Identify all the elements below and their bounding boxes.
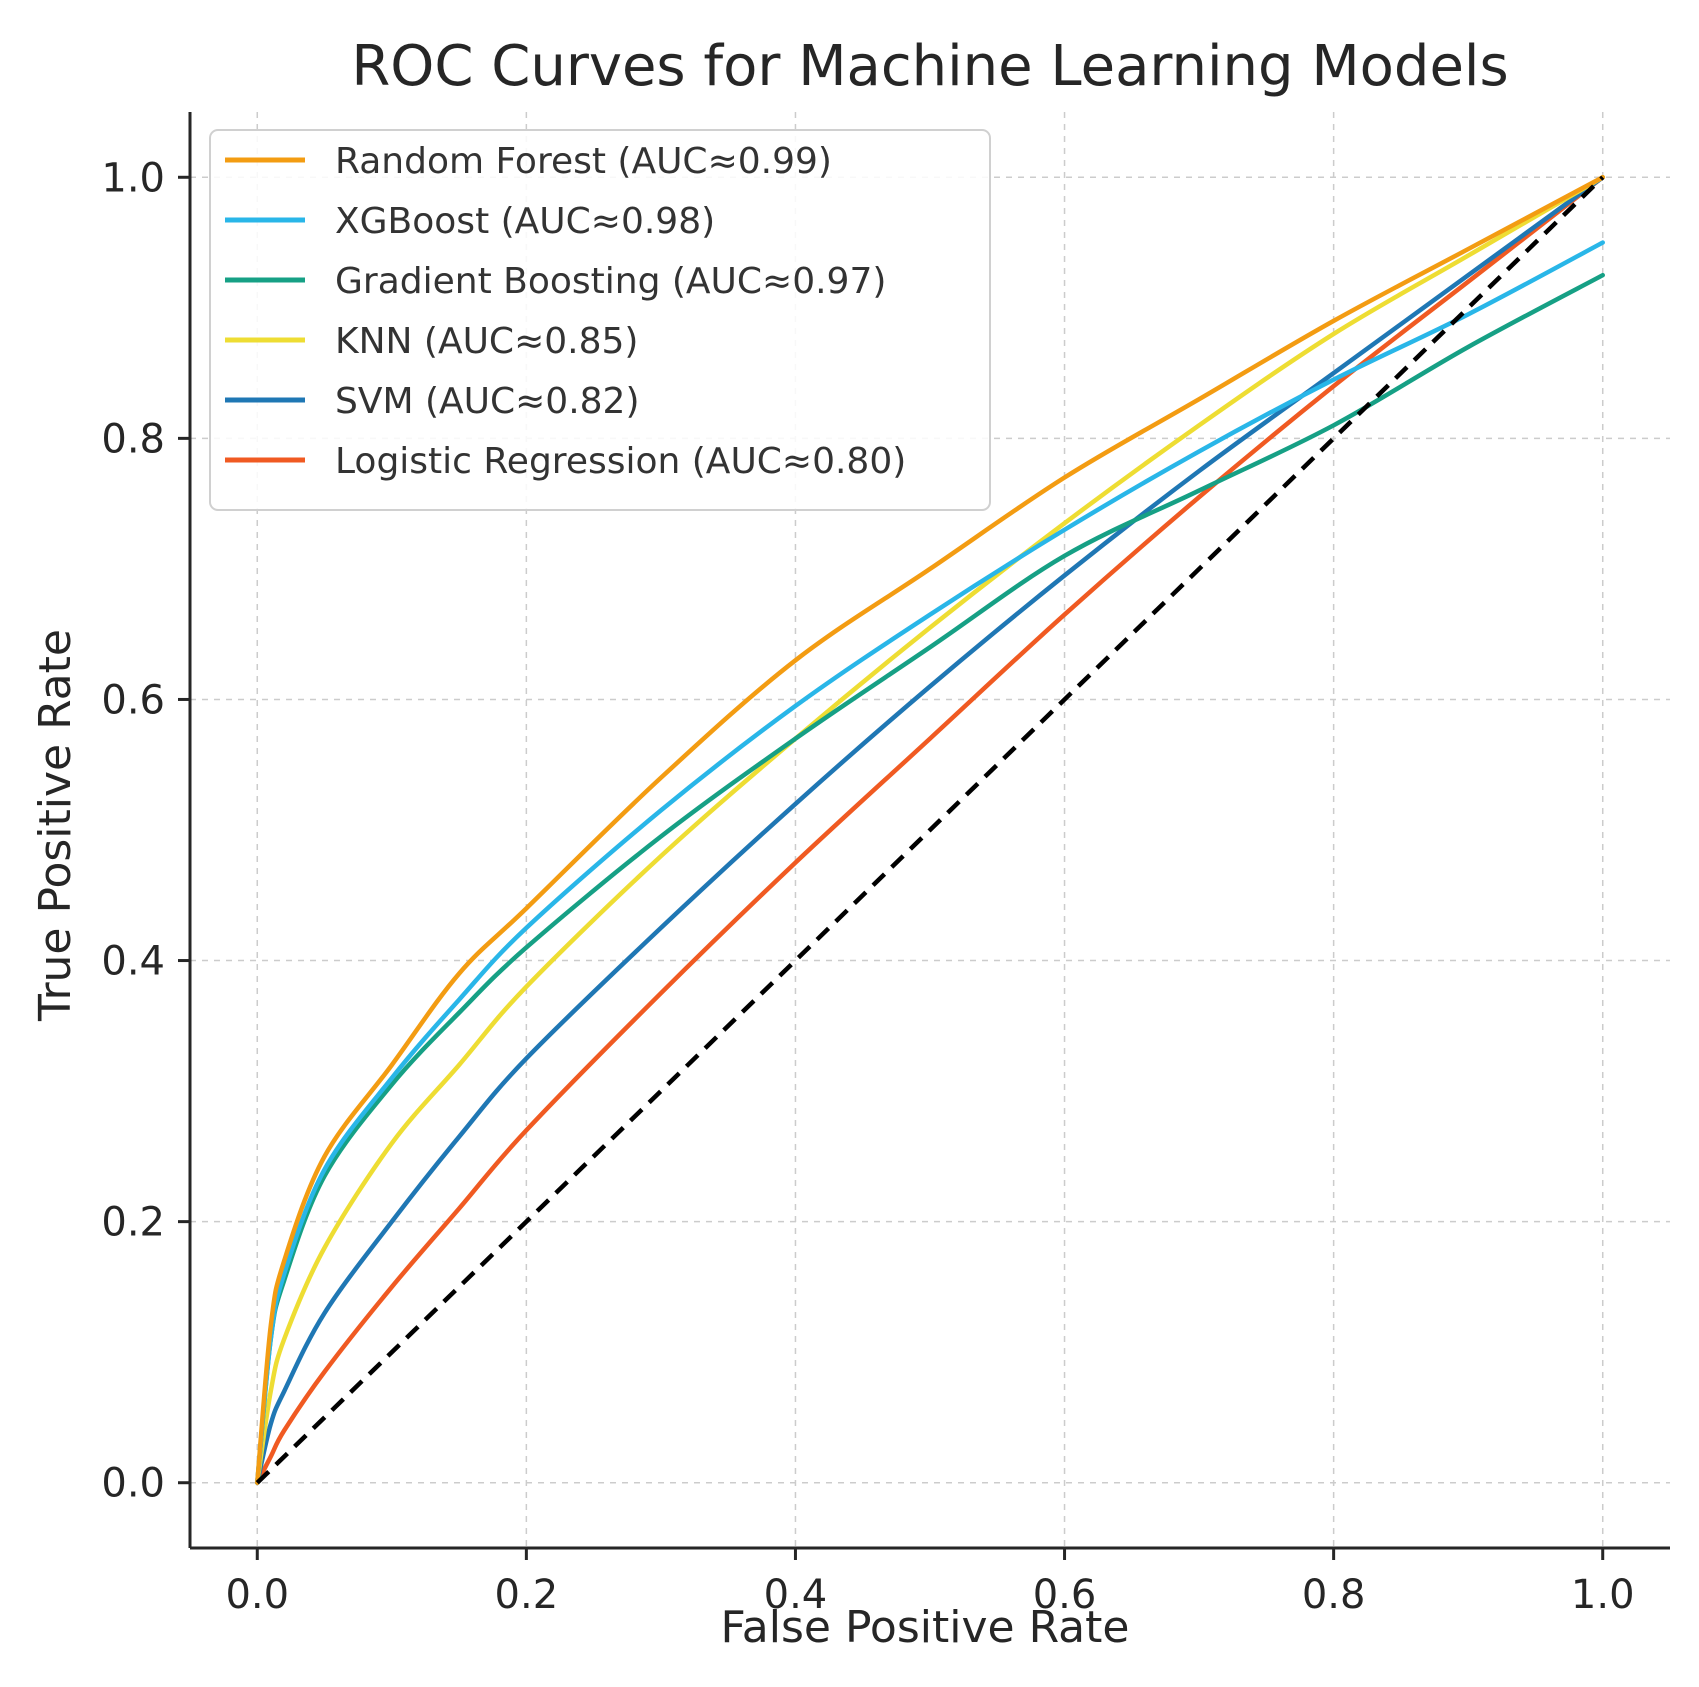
chart-title: ROC Curves for Machine Learning Models [351, 34, 1508, 99]
y-tick-label: 0.6 [101, 677, 165, 723]
roc-curve-svm [255, 175, 1605, 1485]
roc-curve-logistic-regression [255, 175, 1605, 1485]
y-tick-label: 0.0 [101, 1461, 165, 1507]
x-tick-label: 1.0 [1571, 1572, 1635, 1618]
roc-curve-xgboost [255, 240, 1605, 1485]
legend-label-gradient-boosting: Gradient Boosting (AUC≈0.97) [335, 261, 886, 302]
legend-label-logistic-regression: Logistic Regression (AUC≈0.80) [335, 441, 906, 482]
roc-curve-random-forest [255, 175, 1605, 1485]
x-tick-label: 0.6 [1033, 1572, 1097, 1618]
roc-curve-gradient-boosting [255, 272, 1605, 1485]
legend: Random Forest (AUC≈0.99) XGBoost (AUC≈0.9… [209, 129, 991, 511]
y-tick-label: 0.2 [101, 1200, 165, 1246]
reference-diagonal-line [255, 175, 1605, 1485]
legend-label-knn: KNN (AUC≈0.85) [335, 321, 638, 362]
x-tick-label: 0.8 [1302, 1572, 1366, 1618]
x-axis-label: False Positive Rate [721, 1602, 1130, 1653]
y-tick-label: 0.8 [101, 416, 165, 462]
roc-curve-knn [255, 175, 1605, 1485]
legend-box [209, 129, 991, 511]
tick-layer: 0.0 0.2 0.4 0.6 0.8 1.0 0.0 0.2 0.4 0.6 0.8 1.0 [101, 155, 1634, 1618]
y-tick-label: 1.0 [101, 155, 165, 201]
axes-layer [188, 112, 1670, 1550]
y-axis-label: True Positive Rate [30, 629, 81, 1022]
legend-label-random-forest: Random Forest (AUC≈0.99) [335, 141, 832, 182]
legend-label-svm: SVM (AUC≈0.82) [335, 381, 640, 422]
series-layer [255, 175, 1605, 1485]
y-tick-label: 0.4 [101, 939, 165, 985]
reference-layer [255, 175, 1605, 1485]
x-tick-label: 0.4 [764, 1572, 828, 1618]
x-tick-label: 0.0 [225, 1572, 289, 1618]
x-tick-label: 0.2 [495, 1572, 559, 1618]
legend-label-xgboost: XGBoost (AUC≈0.98) [335, 201, 715, 242]
